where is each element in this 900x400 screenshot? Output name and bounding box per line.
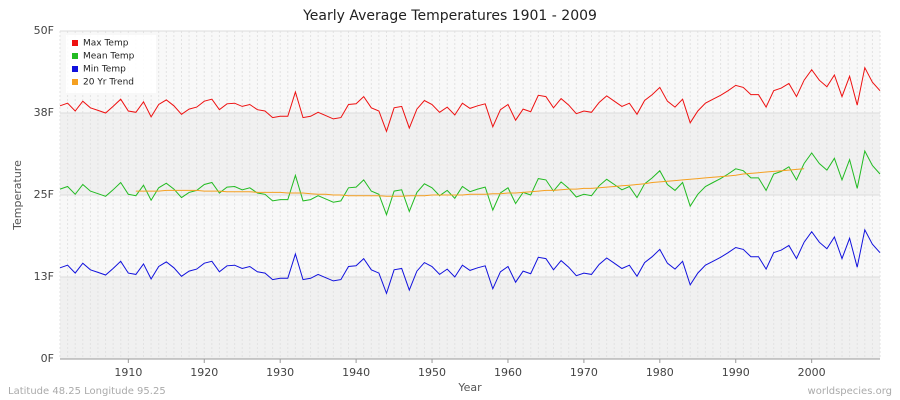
legend-label: Mean Temp xyxy=(83,52,135,62)
x-tick-label: 1980 xyxy=(646,366,674,379)
x-tick-label: 1970 xyxy=(570,366,598,379)
series-line xyxy=(135,168,805,197)
legend-label: 20 Yr Trend xyxy=(83,78,134,88)
x-tick-label: 1920 xyxy=(190,366,218,379)
footer-left: Latitude 48.25 Longitude 95.25 xyxy=(8,386,166,397)
x-tick-label: 1990 xyxy=(722,366,750,379)
y-tick-label: 0F xyxy=(41,352,54,365)
grid-band xyxy=(60,277,880,359)
y-axis-label: Temperature xyxy=(11,160,24,231)
series-line xyxy=(59,66,881,133)
legend-swatch xyxy=(72,79,78,85)
x-tick-label: 2000 xyxy=(798,366,826,379)
x-tick-label: 1910 xyxy=(114,366,142,379)
legend-swatch xyxy=(72,40,78,46)
x-tick-label: 1950 xyxy=(418,366,446,379)
y-tick-label: 13F xyxy=(34,270,54,283)
y-tick-label: 50F xyxy=(34,24,54,37)
footer-right: worldspecies.org xyxy=(808,386,892,397)
legend-swatch xyxy=(72,53,78,59)
x-axis-label: Year xyxy=(457,381,482,394)
x-tick-label: 1940 xyxy=(342,366,370,379)
legend-swatch xyxy=(72,66,78,72)
series-line xyxy=(59,228,881,295)
chart-title: Yearly Average Temperatures 1901 - 2009 xyxy=(302,8,597,24)
x-tick-label: 1960 xyxy=(494,366,522,379)
legend-label: Min Temp xyxy=(83,65,126,75)
legend-label: Max Temp xyxy=(83,39,129,49)
legend-box xyxy=(66,35,156,93)
x-tick-label: 1930 xyxy=(266,366,294,379)
grid-band xyxy=(60,113,880,195)
y-tick-label: 38F xyxy=(34,106,54,119)
y-tick-label: 25F xyxy=(34,188,54,201)
